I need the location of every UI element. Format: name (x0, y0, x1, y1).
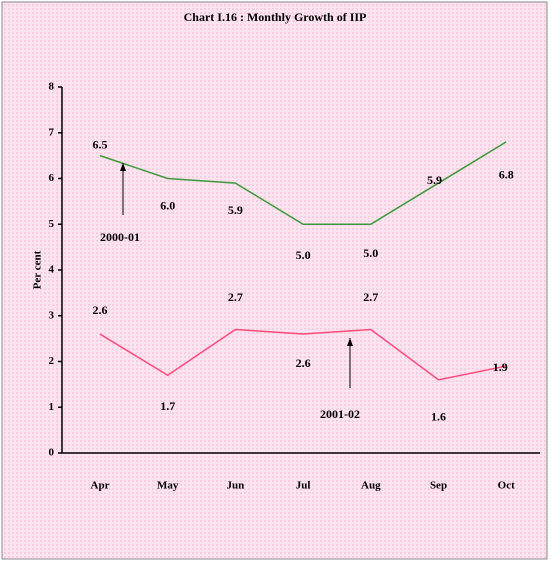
y-tick-label: 6 (49, 172, 55, 184)
x-tick-label: Jun (227, 480, 245, 492)
y-tick-label: 5 (49, 218, 55, 230)
y-tick-label: 2 (49, 355, 55, 367)
y-tick-label: 7 (49, 126, 55, 138)
x-tick-label: May (157, 480, 179, 492)
data-label: 1.9 (493, 360, 508, 374)
series-annotation: 2000-01 (100, 230, 140, 244)
data-label: 6.0 (160, 198, 175, 212)
data-label: 5.0 (296, 248, 311, 262)
x-tick-label: Oct (498, 480, 515, 492)
arrow-head (120, 163, 126, 171)
y-tick-label: 3 (49, 309, 55, 321)
y-axis-label: Per cent (32, 250, 44, 289)
data-label: 5.9 (427, 173, 442, 187)
arrow-head (347, 338, 353, 346)
y-tick-label: 8 (49, 81, 55, 93)
data-label: 6.5 (93, 137, 108, 151)
x-tick-label: Jul (296, 480, 311, 492)
series-line (99, 328, 507, 381)
data-label: 1.7 (160, 399, 175, 413)
data-label: 5.0 (363, 246, 378, 260)
y-tick-label: 4 (49, 264, 55, 276)
x-tick-label: Aug (361, 480, 381, 492)
data-label: 6.8 (499, 168, 514, 182)
x-tick-label: Apr (91, 480, 110, 492)
data-label: 2.7 (363, 290, 378, 304)
data-label: 1.6 (431, 410, 446, 424)
data-label: 2.6 (296, 356, 311, 370)
y-tick-label: 0 (49, 447, 55, 459)
series-annotation: 2001-02 (320, 407, 360, 421)
series-line (99, 141, 507, 225)
y-tick-label: 1 (49, 401, 55, 413)
chart-title: Chart I.16 : Monthly Growth of IIP (184, 10, 367, 24)
data-label: 2.6 (93, 303, 108, 317)
data-label: 2.7 (228, 290, 243, 304)
data-label: 5.9 (228, 203, 243, 217)
x-tick-label: Sep (430, 480, 447, 492)
